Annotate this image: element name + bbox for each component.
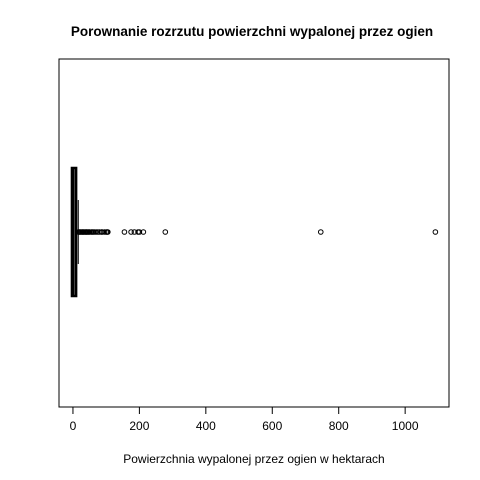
outlier-point [121, 229, 128, 235]
outlier-point [128, 229, 134, 235]
outlier-point [101, 229, 108, 235]
x-tick-label: 200 [129, 419, 149, 433]
boxplot-marks [70, 166, 439, 298]
outlier-point [105, 229, 111, 235]
x-tick-label: 800 [329, 419, 349, 433]
x-axis-label: Powierzchnia wypalonej przez ogien w hek… [123, 452, 384, 466]
x-tick-label: 1000 [392, 419, 419, 433]
outlier-point [136, 229, 143, 235]
plot-frame [58, 58, 450, 408]
x-tick-label: 0 [70, 419, 77, 433]
outlier-point [317, 229, 324, 235]
outlier-point [93, 229, 100, 235]
chart-title: Porownanie rozrzutu powierzchni wypalone… [71, 24, 433, 39]
outlier-point [432, 229, 439, 235]
x-axis: 0 200 400 600 800 1000 [70, 406, 419, 433]
outlier-point [162, 229, 169, 235]
x-tick-label: 600 [262, 419, 282, 433]
outlier-point [140, 229, 147, 235]
x-tick-label: 400 [196, 419, 216, 433]
